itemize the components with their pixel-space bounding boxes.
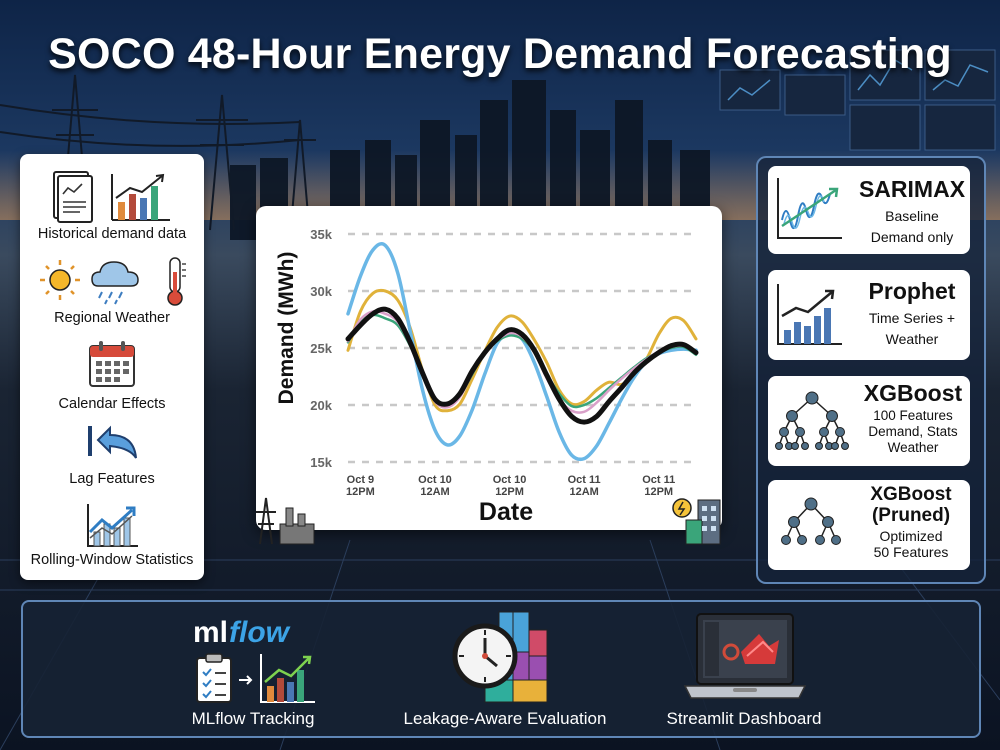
series-line-sarimax [346, 242, 698, 462]
model-desc-line: Baseline [885, 208, 939, 224]
model-name: SARIMAX [858, 176, 966, 202]
forecast-series [345, 242, 699, 462]
sun-icon [40, 260, 80, 300]
model-desc-line: Weather [885, 331, 939, 347]
model-card-prophet: Prophet Time Series + Weather [768, 270, 970, 360]
x-tick-label: Oct 11 [642, 474, 675, 486]
power-plant-icon [256, 497, 315, 545]
input-features-panel: Historical demand data Regional Weather … [20, 154, 204, 580]
clock-blocks-icon [452, 611, 548, 703]
thermometer-icon [167, 257, 186, 306]
x-tick-label: 12PM [644, 486, 673, 498]
bottom-label-evaluation: Leakage-Aware Evaluation [403, 709, 607, 728]
chart-gridlines [348, 232, 696, 464]
input-label-calendar: Calendar Effects [58, 396, 166, 412]
pruned-tree-icon [781, 497, 841, 545]
x-axis-label: Date [479, 498, 533, 526]
x-tick-label: 12PM [495, 486, 524, 498]
model-card-xgboost-pruned: XGBoost (Pruned) Optimized 50 Features [768, 480, 970, 570]
x-tick-label: 12PM [346, 486, 375, 498]
calendar-icon [89, 341, 135, 387]
bar-chart-icon [111, 173, 170, 221]
input-label-rolling: Rolling-Window Statistics [30, 552, 194, 568]
y-tick-label: 30k [310, 284, 332, 299]
mlflow-logo-flow: flow [229, 616, 291, 649]
x-tick-label: 12AM [569, 486, 598, 498]
back-arrow-icon [88, 425, 137, 459]
y-tick-label: 15k [310, 455, 332, 470]
wave-chart-icon [777, 178, 842, 239]
x-tick-label: 12AM [420, 486, 449, 498]
laptop-icon [683, 613, 807, 699]
city-buildings-icon [672, 498, 721, 545]
mlflow-logo: ml flow [193, 616, 291, 649]
x-tick-label: Oct 10 [493, 474, 527, 486]
mlflow-logo-ml: ml [193, 616, 228, 649]
model-desc-line: 100 Features [873, 408, 953, 423]
y-axis-label: Demand (MWh) [275, 252, 298, 405]
model-desc-line: Demand only [870, 229, 954, 245]
input-label-historical: Historical demand data [37, 226, 187, 242]
page-title: SOCO 48-Hour Energy Demand Forecasting [48, 30, 952, 78]
series-line-prophet [346, 288, 698, 413]
y-tick-label: 35k [310, 227, 332, 242]
model-desc-line: Time Series + [868, 310, 956, 326]
document-icon [53, 171, 170, 223]
trend-chart-icon [87, 504, 138, 547]
model-desc-line: Demand, Stats [868, 424, 958, 439]
bottom-label-mlflow: MLflow Tracking [191, 709, 315, 728]
models-panel: SARIMAX Baseline Demand only Prophet Tim… [756, 156, 986, 584]
input-label-weather: Regional Weather [54, 310, 170, 326]
y-tick-labels: 15k 20k 25k 30k 35k [310, 227, 332, 470]
model-desc-line: Weather [887, 440, 939, 455]
model-name: XGBoost (Pruned) [870, 484, 952, 526]
bar-trend-icon [777, 284, 842, 345]
model-card-sarimax: SARIMAX Baseline Demand only [768, 166, 970, 254]
model-desc-line: Optimized [879, 528, 943, 544]
rain-cloud-icon [91, 261, 139, 305]
model-desc-line: 50 Features [873, 544, 949, 560]
forecast-chart: 15k 20k 25k 30k 35k Oct 9 12PM Oct 10 12AM Oct 1… [256, 206, 722, 530]
bottom-label-streamlit: Streamlit Dashboard [666, 709, 822, 728]
bottom-tools-panel: ml flow MLflow Tracking Leakage-Aware Ev… [21, 600, 981, 738]
clipboard-chart-icon [196, 653, 315, 703]
y-tick-label: 20k [310, 398, 332, 413]
series-line-actual [345, 306, 699, 425]
tree-icon [775, 391, 849, 450]
input-label-lag: Lag Features [69, 471, 155, 487]
model-name: XGBoost [863, 380, 963, 406]
x-tick-label: Oct 11 [568, 474, 601, 486]
weather-icons [40, 257, 186, 306]
y-tick-label: 25k [310, 341, 332, 356]
model-name: Prophet [868, 278, 956, 304]
x-tick-label: Oct 10 [418, 474, 452, 486]
model-card-xgboost: XGBoost 100 Features Demand, Stats Weath… [768, 376, 970, 466]
x-tick-label: Oct 9 [347, 474, 375, 486]
